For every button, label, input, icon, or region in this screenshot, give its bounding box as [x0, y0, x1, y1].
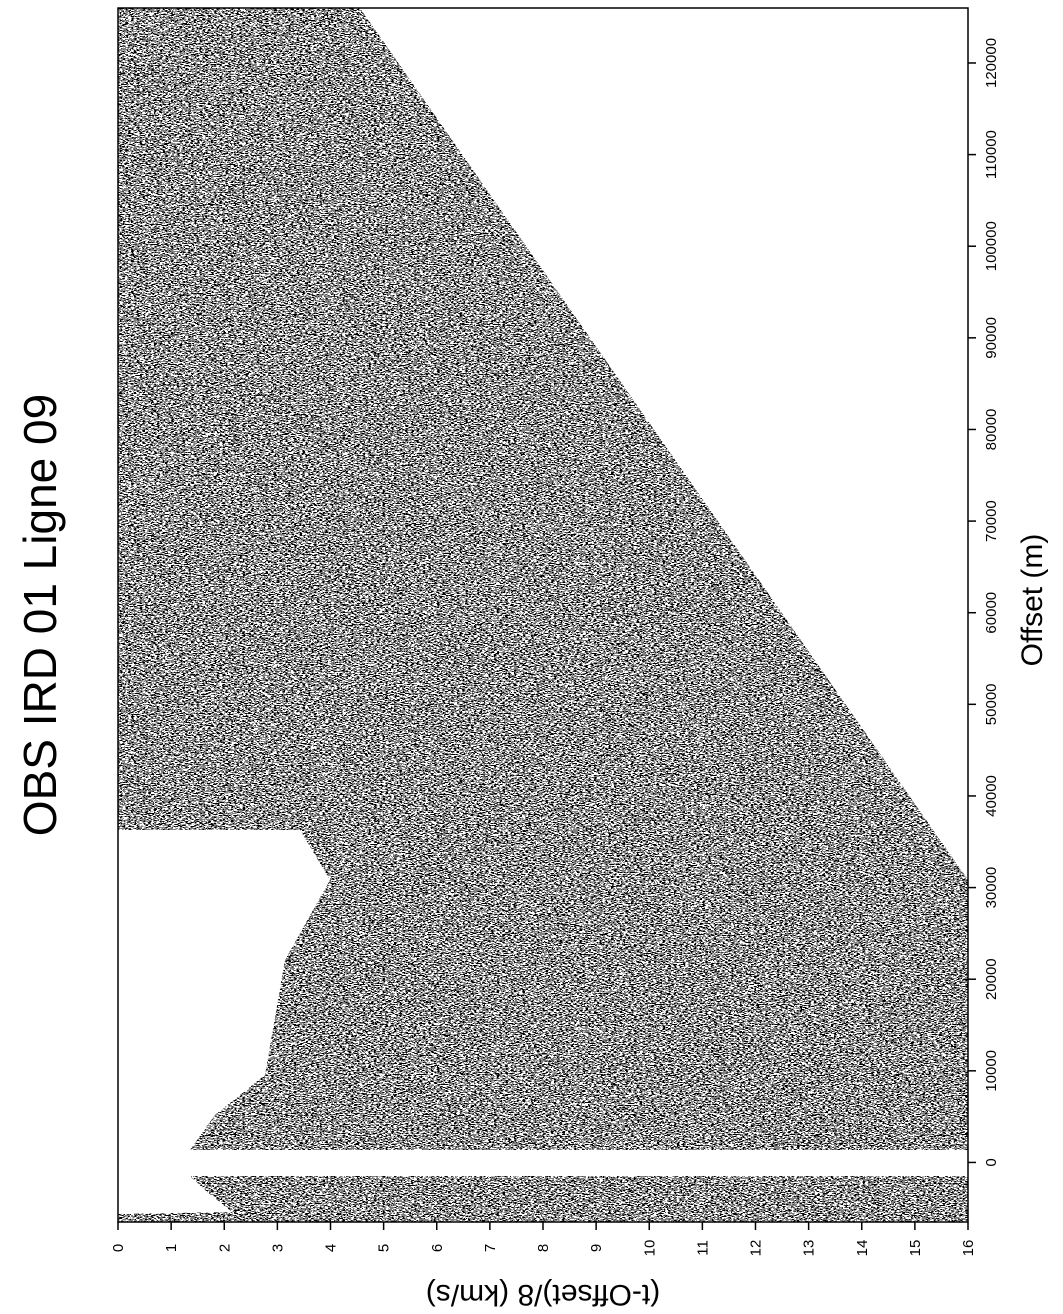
y-tick-label: 15 — [907, 1240, 924, 1257]
y-tick-label: 0 — [110, 1244, 127, 1252]
x-tick-label: 30000 — [983, 867, 1000, 909]
y-tick-label: 1 — [163, 1244, 180, 1252]
x-tick-label: 90000 — [983, 317, 1000, 359]
y-axis-label: (t-Offset)/8 (km/s) — [426, 1278, 660, 1311]
y-tick-label: 5 — [376, 1244, 393, 1252]
y-tick-label: 8 — [535, 1244, 552, 1252]
y-tick-label: 11 — [694, 1240, 711, 1256]
y-tick-label: 6 — [429, 1244, 446, 1252]
y-tick-label: 13 — [801, 1240, 818, 1257]
y-tick-label: 10 — [641, 1240, 658, 1257]
y-tick-label: 14 — [854, 1240, 871, 1257]
x-tick-label: 60000 — [983, 592, 1000, 634]
x-tick-label: 70000 — [983, 500, 1000, 542]
seismic-texture — [118, 8, 968, 1222]
y-tick-label: 9 — [588, 1244, 605, 1252]
x-tick-label: 120000 — [983, 38, 1000, 88]
x-tick-label: 80000 — [983, 409, 1000, 451]
chart-title: OBS IRD 01 Ligne 09 — [14, 394, 66, 836]
x-tick-label: 10000 — [983, 1050, 1000, 1092]
x-tick-label: 50000 — [983, 683, 1000, 725]
y-tick-label: 3 — [269, 1244, 286, 1252]
y-tick-label: 12 — [748, 1240, 765, 1257]
x-tick-label: 0 — [983, 1158, 1000, 1166]
x-tick-label: 40000 — [983, 775, 1000, 817]
x-axis-label: Offset (m) — [1016, 534, 1049, 667]
y-tick-label: 4 — [323, 1244, 340, 1252]
y-tick-label: 7 — [482, 1244, 499, 1252]
x-tick-label: 110000 — [983, 130, 1000, 179]
y-tick-label: 2 — [216, 1244, 233, 1252]
x-tick-label: 20000 — [983, 958, 1000, 1000]
y-tick-label: 16 — [960, 1240, 977, 1257]
x-tick-label: 100000 — [983, 221, 1000, 271]
